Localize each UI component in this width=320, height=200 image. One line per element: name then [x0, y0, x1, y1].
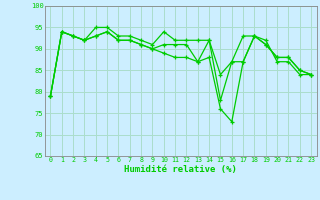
X-axis label: Humidité relative (%): Humidité relative (%) [124, 165, 237, 174]
